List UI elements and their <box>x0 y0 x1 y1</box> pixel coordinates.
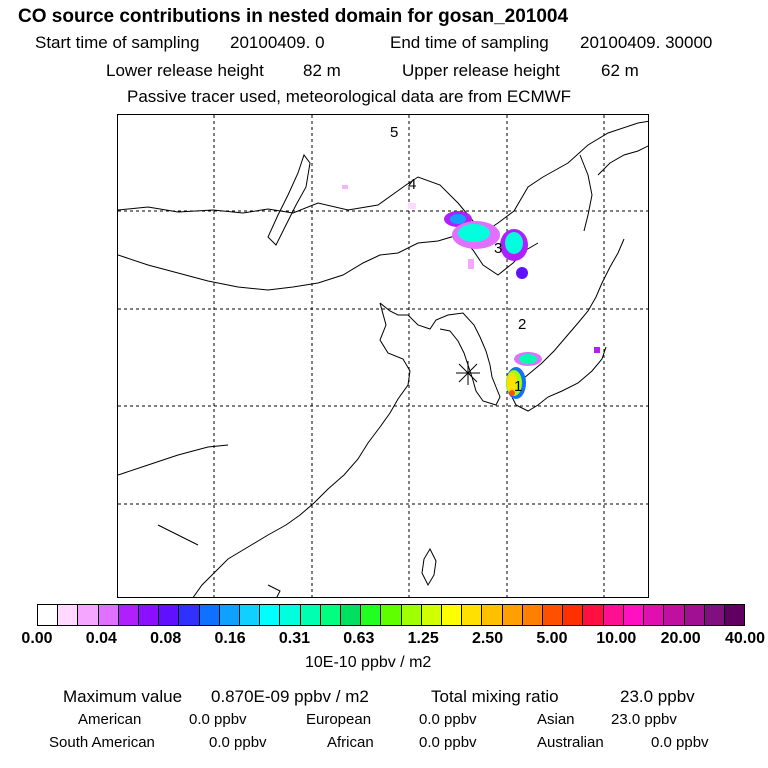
total-mixing-value: 23.0 ppbv <box>620 687 695 706</box>
colorbar-swatch <box>139 605 160 625</box>
trajectory-label-1: 1 <box>514 378 522 395</box>
colorbar <box>37 604 745 626</box>
region-name-australian: Australian <box>537 734 604 751</box>
contribution-cell <box>468 259 474 269</box>
contribution-cell <box>509 390 515 396</box>
graticule <box>118 115 648 597</box>
lower-height-value: 82 m <box>303 61 341 80</box>
map-svg: 1 2 3 4 5 <box>118 115 648 597</box>
colorbar-swatch <box>341 605 362 625</box>
start-time-value: 20100409. 0 <box>230 33 325 52</box>
colorbar-swatch <box>381 605 402 625</box>
end-time-label: End time of sampling <box>390 33 549 52</box>
colorbar-swatch <box>563 605 584 625</box>
colorbar-swatch <box>58 605 79 625</box>
colorbar-swatch <box>704 605 725 625</box>
colorbar-swatch <box>320 605 342 625</box>
region-name-asian: Asian <box>537 711 575 728</box>
end-time-value: 20100409. 30000 <box>580 33 713 52</box>
colorbar-swatch <box>78 605 99 625</box>
colorbar-tick: 1.25 <box>407 630 439 647</box>
colorbar-swatch <box>724 605 745 625</box>
coastlines <box>118 120 648 597</box>
contribution-cell <box>516 267 528 279</box>
trajectory-label-4: 4 <box>408 176 416 193</box>
colorbar-tick: 0.31 <box>278 630 311 647</box>
max-value: 0.870E-09 ppbv / m2 <box>211 687 369 706</box>
colorbar-swatch <box>240 605 261 625</box>
colorbar-swatch <box>401 605 422 625</box>
colorbar-tick: 2.50 <box>471 630 504 647</box>
colorbar-swatch <box>421 605 443 625</box>
source-contributions <box>342 185 600 399</box>
colorbar-tick: 20.00 <box>660 630 701 647</box>
colorbar-tick: 10.00 <box>596 630 637 647</box>
colorbar-swatch <box>522 605 544 625</box>
colorbar-tick: 0.04 <box>85 630 117 647</box>
contribution-cell <box>519 354 537 364</box>
region-value-australian: 0.0 ppbv <box>651 734 709 751</box>
colorbar-tick: 0.16 <box>214 630 246 647</box>
contribution-cell <box>594 347 600 353</box>
colorbar-swatch <box>300 605 321 625</box>
receptor-marker <box>456 361 480 385</box>
colorbar-swatch <box>543 605 564 625</box>
map-panel: 1 2 3 4 5 <box>117 114 649 598</box>
contribution-cell <box>450 214 466 224</box>
total-mixing-label: Total mixing ratio <box>431 687 559 706</box>
colorbar-swatch <box>280 605 301 625</box>
tracer-note: Passive tracer used, meteorological data… <box>127 87 572 106</box>
contribution-cell <box>342 185 348 189</box>
colorbar-swatch <box>361 605 382 625</box>
colorbar-tick: 5.00 <box>536 630 568 647</box>
colorbar-swatch <box>118 605 140 625</box>
region-name-south-american: South American <box>49 734 155 751</box>
region-value-american: 0.0 ppbv <box>189 711 247 728</box>
colorbar-swatch <box>583 605 604 625</box>
colorbar-swatch <box>38 605 59 625</box>
colorbar-tick: 0.00 <box>21 630 53 647</box>
contribution-cell <box>408 203 416 209</box>
colorbar-swatch <box>603 605 624 625</box>
colorbar-swatch <box>98 605 119 625</box>
lower-height-label: Lower release height <box>106 61 264 80</box>
colorbar-swatch <box>442 605 463 625</box>
chart-title: CO source contributions in nested domain… <box>18 6 569 27</box>
trajectory-label-2: 2 <box>518 316 526 333</box>
colorbar-tick: 40.00 <box>724 630 766 647</box>
colorbar-swatch <box>482 605 503 625</box>
colorbar-units: 10E-10 ppbv / m2 <box>305 654 432 671</box>
colorbar-swatch <box>179 605 200 625</box>
region-value-european: 0.0 ppbv <box>419 711 477 728</box>
region-value-african: 0.0 ppbv <box>419 734 477 751</box>
region-value-asian: 23.0 ppbv <box>611 711 677 728</box>
colorbar-swatch <box>199 605 220 625</box>
colorbar-swatch <box>219 605 241 625</box>
region-value-south-american: 0.0 ppbv <box>209 734 267 751</box>
colorbar-swatch <box>623 605 645 625</box>
region-name-american: American <box>78 711 142 728</box>
colorbar-swatch <box>684 605 705 625</box>
contribution-cell <box>507 373 517 393</box>
start-time-label: Start time of sampling <box>35 33 200 52</box>
colorbar-swatch <box>260 605 281 625</box>
contribution-cell <box>458 224 490 242</box>
max-value-label: Maximum value <box>63 687 183 706</box>
trajectory-label-5: 5 <box>390 124 398 141</box>
colorbar-swatch <box>644 605 665 625</box>
region-name-european: European <box>306 711 372 728</box>
colorbar-swatch <box>664 605 685 625</box>
colorbar-tick: 0.63 <box>343 630 375 647</box>
colorbar-tick: 0.08 <box>150 630 182 647</box>
colorbar-swatch <box>502 605 523 625</box>
colorbar-swatch <box>462 605 483 625</box>
region-name-african: African <box>327 734 374 751</box>
colorbar-swatch <box>159 605 180 625</box>
trajectory-label-3: 3 <box>494 240 502 257</box>
upper-height-label: Upper release height <box>402 61 560 80</box>
contribution-cell <box>505 232 523 254</box>
upper-height-value: 62 m <box>601 61 639 80</box>
